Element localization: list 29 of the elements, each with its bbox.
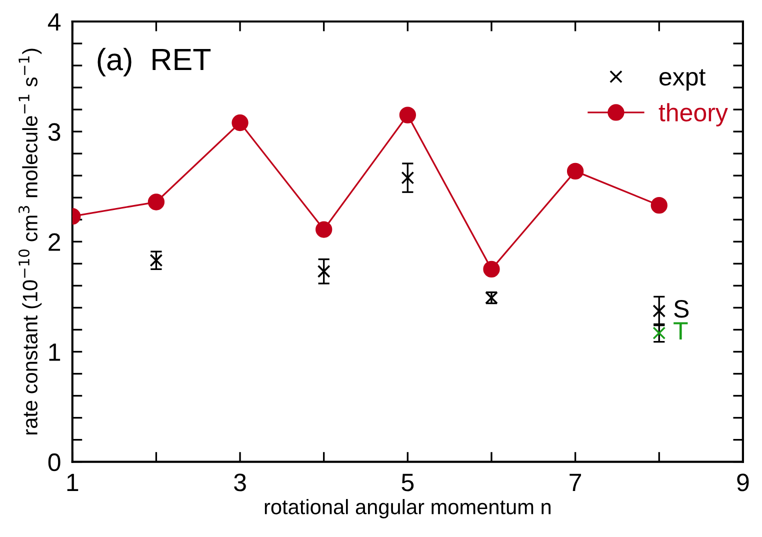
point [483,260,500,278]
point [566,162,584,180]
text: (a) RET [98,48,211,76]
legend-label: expt [660,69,706,91]
y-tick-label: 4 [48,13,61,31]
point [232,114,248,132]
annotation: T [674,322,688,340]
point [148,194,165,210]
y-tick-label: 1 [49,344,60,361]
point [317,264,330,278]
x-tick-label: 9 [737,474,749,492]
point [652,304,666,318]
x-tick-label: 1 [67,474,78,492]
point [652,326,666,340]
x-tick-label: 5 [402,474,414,492]
point [316,221,332,238]
point [399,106,416,124]
point [401,171,414,184]
legend-label: theory [658,103,728,126]
point [650,196,668,214]
x-tick-label: 3 [234,474,246,492]
x-axis-title: rotational angular momentum n [264,499,551,518]
y-tick-label: 2 [48,233,60,251]
y-tick-label: 3 [48,123,60,141]
x-tick-label: 7 [570,474,582,492]
y-tick-label: 0 [48,453,60,472]
annotation: S [674,300,689,318]
point [150,254,163,267]
text: rate constant (10$^{−10}$ cm$^{3}$ molecule$^{−1}$ s$^{−1}$) [18,48,42,434]
